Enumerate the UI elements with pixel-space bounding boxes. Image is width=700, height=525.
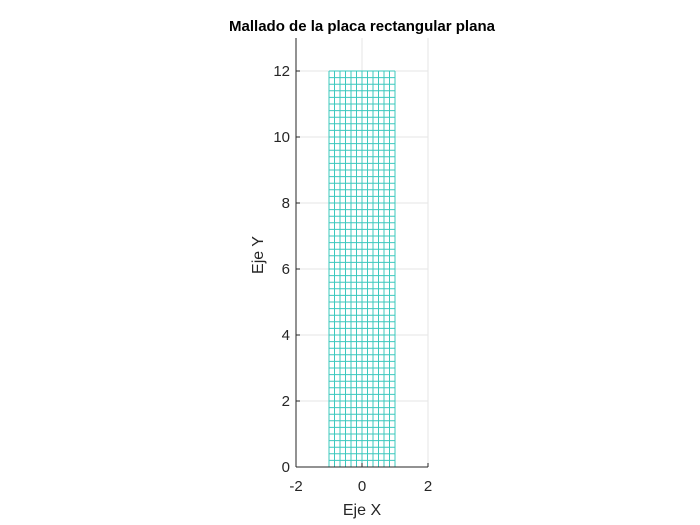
chart-title: Mallado de la placa rectangular plana <box>229 18 496 35</box>
y-tick-label: 12 <box>273 63 290 80</box>
y-axis-label: Eje Y <box>250 236 267 274</box>
x-tick-label: 0 <box>358 478 366 495</box>
mesh <box>328 70 396 468</box>
y-tick-label: 0 <box>282 459 290 476</box>
y-tick-label: 10 <box>273 129 290 146</box>
y-tick-label: 4 <box>282 327 290 344</box>
y-tick-label: 8 <box>282 195 290 212</box>
axes <box>295 38 429 468</box>
x-tick-label: 2 <box>424 478 432 495</box>
x-tick-label: -2 <box>289 478 302 495</box>
y-tick-label: 2 <box>282 393 290 410</box>
x-axis-label: Eje X <box>343 502 382 519</box>
tick-labels: -2 0 2 0 2 4 6 8 10 12 <box>273 63 432 495</box>
y-tick-label: 6 <box>282 261 290 278</box>
